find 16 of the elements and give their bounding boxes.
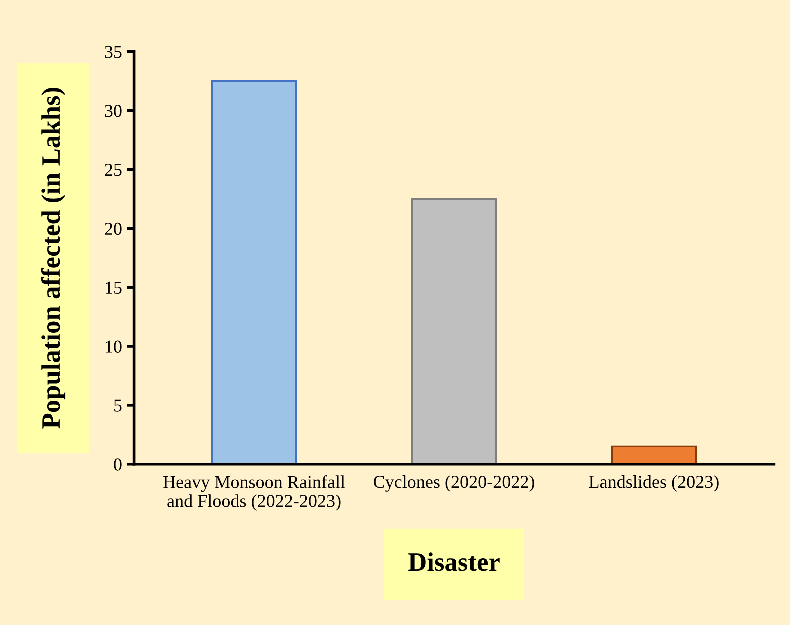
x-tick-label: Heavy Monsoon Rainfall and Floods (2022-2023)	[164, 475, 346, 511]
y-tick-label: 35	[105, 46, 122, 58]
y-tick-label: 30	[105, 105, 122, 118]
y-tick-label: 5	[114, 400, 122, 412]
y-tick-label: 20	[105, 222, 122, 236]
y-tick-label: 0	[114, 458, 122, 471]
bar	[211, 80, 298, 464]
x-axis-title: Disaster	[408, 552, 500, 572]
y-tick-label: 10	[106, 340, 122, 353]
y-tick-label: 15	[106, 282, 122, 294]
bar	[611, 446, 698, 464]
x-tick-label: Landslides (2023)	[589, 475, 719, 492]
y-tick-label: 25	[105, 164, 122, 176]
y-axis-title: Population affected (in Lakhs)	[41, 88, 66, 429]
bar	[411, 198, 498, 464]
x-tick-label: Cyclones (2020-2022)	[374, 475, 534, 492]
